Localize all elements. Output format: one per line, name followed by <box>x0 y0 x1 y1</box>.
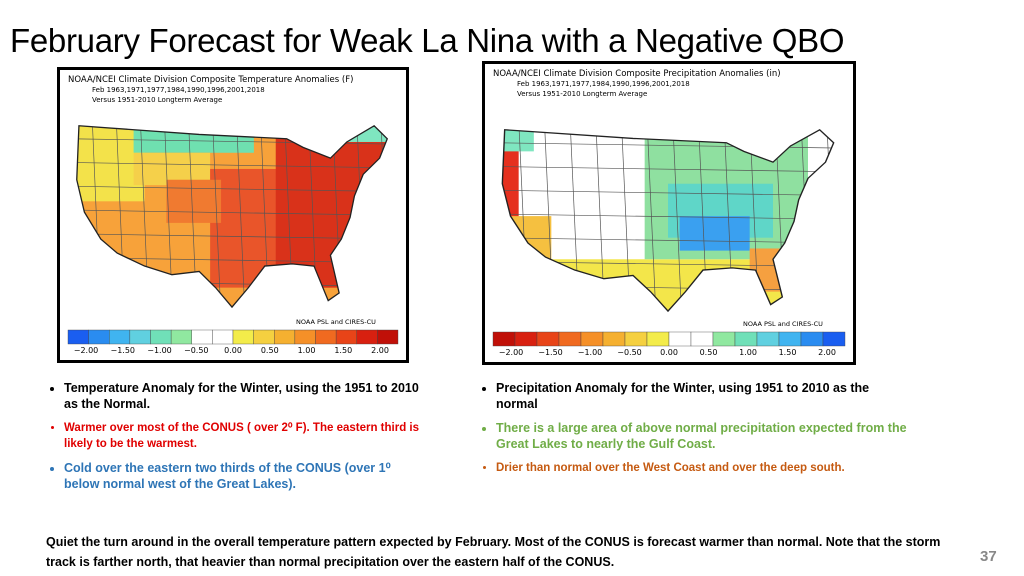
colorbar-label: 2.00 <box>818 348 836 357</box>
colorbar-cell <box>580 331 604 347</box>
right-bullets: Precipitation Anomaly for the Winter, us… <box>478 380 916 484</box>
slide-title: February Forecast for Weak La Nina with … <box>10 22 845 59</box>
division-line <box>672 129 683 312</box>
colorbar-cell <box>492 331 516 347</box>
colorbar-label: 0.50 <box>261 346 279 355</box>
colorbar-label: −1.50 <box>110 346 135 355</box>
bullet: Precipitation Anomaly for the Winter, us… <box>496 380 876 412</box>
regions <box>493 119 843 312</box>
regions <box>68 115 396 308</box>
colorbar-cell <box>756 331 780 347</box>
colorbar-cell <box>778 331 802 347</box>
colorbar-cell <box>377 329 399 345</box>
colorbar-cell <box>109 329 131 345</box>
map-header: NOAA/NCEI Climate Division Composite Pre… <box>493 69 781 79</box>
map-header: Versus 1951-2010 Longterm Average <box>517 90 647 98</box>
colorbar-cell <box>150 329 172 345</box>
region <box>502 140 519 227</box>
division-line <box>502 189 834 196</box>
map-header: Feb 1963,1971,1977,1984,1990,1996,2001,2… <box>92 86 265 94</box>
colorbar-label: 1.00 <box>298 346 316 355</box>
colorbar-cell <box>129 329 151 345</box>
colorbar-label: 0.00 <box>224 346 242 355</box>
colorbar-label: −2.00 <box>74 346 99 355</box>
map-credit: NOAA PSL and CIRES-CU <box>296 318 376 326</box>
division-line <box>76 125 78 308</box>
colorbar-label: −1.50 <box>538 348 563 357</box>
colorbar-cell <box>356 329 378 345</box>
colorbar-cell <box>624 331 648 347</box>
colorbar-cell <box>212 329 234 345</box>
colorbar-label: 0.50 <box>700 348 718 357</box>
colorbar-cell <box>232 329 254 345</box>
colorbar-label: −2.00 <box>499 348 524 357</box>
map-header: Feb 1963,1971,1977,1984,1990,1996,2001,2… <box>517 80 690 88</box>
region <box>166 179 222 223</box>
bullet: Warmer over most of the CONUS ( over 2⁰ … <box>64 420 424 452</box>
colorbar-cell <box>274 329 296 345</box>
division-line <box>493 119 843 124</box>
region <box>133 125 254 153</box>
colorbar-cell <box>88 329 110 345</box>
colorbar-label: 1.50 <box>334 346 352 355</box>
colorbar-cell <box>67 329 89 345</box>
bullet: There is a large area of above normal pr… <box>496 420 916 452</box>
colorbar-cell <box>170 329 192 345</box>
bullet: Cold over the eastern two thirds of the … <box>64 460 424 492</box>
colorbar-cell <box>536 331 560 347</box>
map-credit: NOAA PSL and CIRES-CU <box>743 320 823 328</box>
division-line <box>502 129 503 312</box>
colorbar-label: −1.00 <box>147 346 172 355</box>
division-line <box>502 166 834 173</box>
colorbar-cell <box>646 331 670 347</box>
colorbar-cell <box>294 329 316 345</box>
colorbar-cell <box>602 331 626 347</box>
precipitation-map: NOAA/NCEI Climate Division Composite Pre… <box>482 61 856 365</box>
colorbar-cell <box>822 331 846 347</box>
colorbar-cell <box>315 329 337 345</box>
colorbar-cell <box>335 329 357 345</box>
region <box>502 129 534 152</box>
colorbar-cell <box>734 331 758 347</box>
division-line <box>76 162 388 169</box>
colorbar-label: 1.00 <box>739 348 757 357</box>
colorbar-cell <box>690 331 714 347</box>
colorbar-cell <box>712 331 736 347</box>
colorbar-label: −0.50 <box>617 348 642 357</box>
colorbar-cell <box>668 331 692 347</box>
colorbar-cell <box>514 331 538 347</box>
colorbar-cell <box>800 331 824 347</box>
region <box>679 216 750 251</box>
division-line <box>68 115 396 120</box>
map-header: Versus 1951-2010 Longterm Average <box>92 96 222 104</box>
colorbar-cell <box>253 329 275 345</box>
outline <box>501 128 835 313</box>
page-number: 37 <box>980 548 997 565</box>
colorbar-label: −0.50 <box>184 346 209 355</box>
division-line <box>646 129 657 312</box>
colorbar-label: 2.00 <box>371 346 389 355</box>
division-line <box>76 185 388 192</box>
map-header: NOAA/NCEI Climate Division Composite Tem… <box>68 75 353 85</box>
colorbar-label: −1.00 <box>578 348 603 357</box>
outline <box>76 124 389 309</box>
colorbar-label: 0.00 <box>660 348 678 357</box>
division-line <box>211 125 222 308</box>
conus <box>493 119 843 312</box>
conus <box>68 115 396 308</box>
temperature-map: NOAA/NCEI Climate Division Composite Tem… <box>57 67 409 363</box>
colorbar-cell <box>558 331 582 347</box>
bullet: Temperature Anomaly for the Winter, usin… <box>64 380 424 412</box>
colorbar-label: 1.50 <box>779 348 797 357</box>
division-line <box>76 209 388 216</box>
colorbar-cell <box>191 329 213 345</box>
bullet: Drier than normal over the West Coast an… <box>496 460 876 476</box>
division-line <box>502 213 834 220</box>
division-line <box>236 125 246 308</box>
left-bullets: Temperature Anomaly for the Winter, usin… <box>46 380 424 500</box>
region <box>502 216 552 281</box>
footer-note: Quiet the turn around in the overall tem… <box>46 535 941 569</box>
